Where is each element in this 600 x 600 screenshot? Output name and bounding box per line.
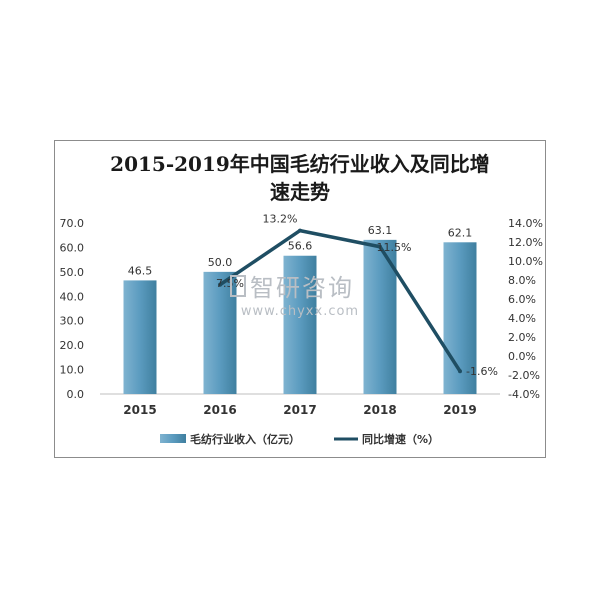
y-left-tick-label: 0.0 (67, 388, 85, 401)
growth-point (378, 244, 382, 249)
watermark-logo-icon (230, 275, 246, 297)
chart-title: 2015-2019年中国毛纺行业收入及同比增 速走势 (0, 150, 600, 206)
chart-title-line2: 速走势 (270, 180, 330, 204)
y-right-tick-label: 14.0% (508, 217, 543, 230)
y-right-tick-label: 8.0% (508, 274, 536, 287)
y-right-tick-label: 6.0% (508, 293, 536, 306)
growth-point (218, 282, 222, 287)
y-left-tick-label: 50.0 (60, 266, 85, 279)
watermark-url: www.chyxx.com (241, 304, 359, 319)
y-left-tick-label: 20.0 (60, 339, 85, 352)
x-category-label: 2015 (123, 403, 156, 417)
legend-bar-label: 毛纺行业收入（亿元） (190, 432, 300, 446)
x-category-label: 2019 (443, 403, 476, 417)
bar (283, 255, 317, 394)
bar-value-label: 63.1 (368, 224, 393, 237)
x-category-label: 2018 (363, 403, 396, 417)
growth-point (298, 228, 302, 233)
y-right-tick-label: 0.0% (508, 350, 536, 363)
y-left-tick-label: 40.0 (60, 290, 85, 303)
x-category-label: 2017 (283, 403, 316, 417)
y-left-tick-label: 60.0 (60, 241, 85, 254)
y-left-tick-label: 30.0 (60, 315, 85, 328)
y-right-tick-label: 2.0% (508, 331, 536, 344)
y-left-tick-label: 10.0 (60, 364, 85, 377)
legend-line-label: 同比增速（%） (362, 432, 439, 446)
bar-value-label: 46.5 (128, 264, 153, 277)
y-right-tick-label: 10.0% (508, 255, 543, 268)
bar-value-label: 56.6 (288, 240, 313, 253)
chart-title-line1: 2015-2019年中国毛纺行业收入及同比增 (110, 152, 490, 176)
growth-line (219, 228, 462, 373)
y-right-tick-label: -2.0% (508, 369, 540, 382)
x-category-label: 2016 (203, 403, 236, 417)
legend-bar-swatch (160, 434, 186, 443)
bar-value-label: 62.1 (448, 226, 473, 239)
bar (123, 280, 157, 394)
growth-value-label: -1.6% (466, 365, 498, 378)
growth-value-label: 11.5% (377, 241, 412, 254)
y-left-tick-label: 70.0 (60, 217, 85, 230)
watermark-brand: 智研咨询 (250, 274, 354, 302)
y-right-tick-label: 12.0% (508, 236, 543, 249)
growth-value-label: 13.2% (263, 213, 298, 226)
growth-point (458, 369, 462, 374)
y-right-tick-label: 4.0% (508, 312, 536, 325)
bar-value-label: 50.0 (208, 256, 233, 269)
y-right-tick-label: -4.0% (508, 388, 540, 401)
